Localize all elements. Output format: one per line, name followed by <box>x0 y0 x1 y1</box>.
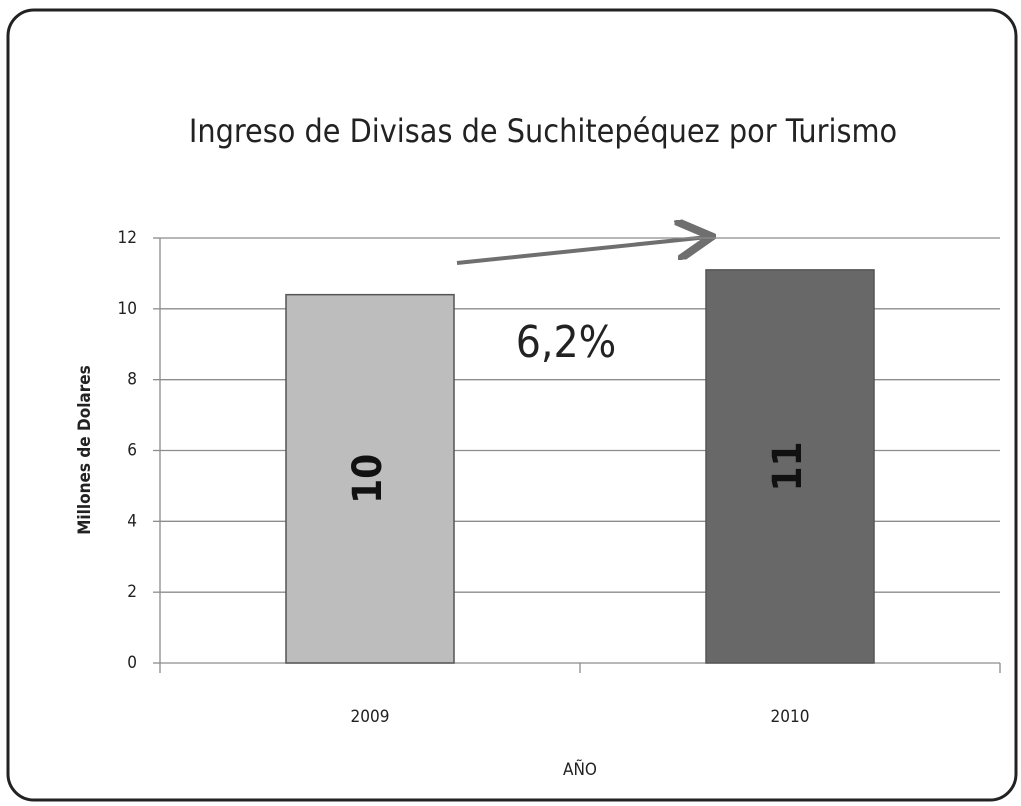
y-tick-label: 2 <box>127 582 137 602</box>
y-tick-label: 10 <box>118 299 137 319</box>
x-axis-label: AÑO <box>563 758 597 780</box>
bar <box>705 269 875 664</box>
y-tick-label: 4 <box>127 511 137 531</box>
data-label: 11 <box>765 441 811 491</box>
annotation: 6,2% <box>516 317 617 368</box>
bar <box>285 293 455 664</box>
y-tick-label: 0 <box>127 653 137 673</box>
data-label: 10 <box>345 454 391 504</box>
x-tick-label: 2009 <box>351 707 390 727</box>
y-tick-label: 12 <box>118 228 137 248</box>
y-tick-label: 8 <box>127 370 137 390</box>
y-axis-label: Millones de Dolares <box>75 365 95 535</box>
x-tick-label: 2010 <box>771 707 810 727</box>
trend-arrow <box>456 237 708 265</box>
chart-title: Ingreso de Divisas de Suchitepéquez por … <box>189 112 897 150</box>
y-tick-label: 6 <box>127 441 137 461</box>
